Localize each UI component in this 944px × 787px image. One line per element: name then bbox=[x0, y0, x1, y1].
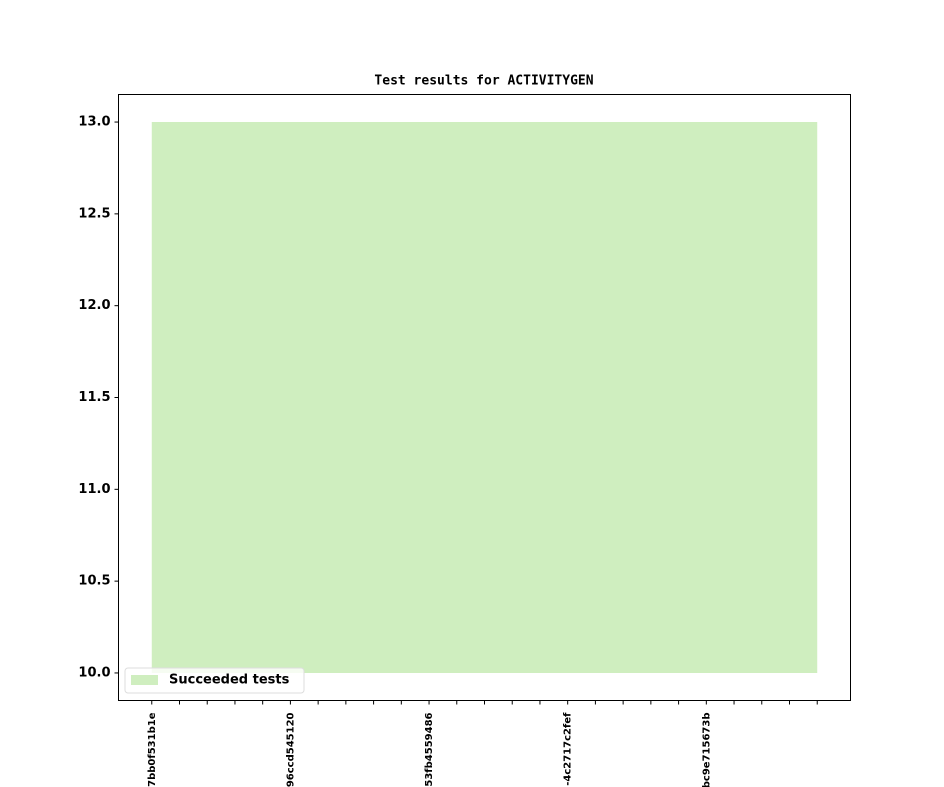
x-tick-label: -7bb0f531b1e bbox=[147, 712, 158, 787]
y-tick-label: 11.0 bbox=[78, 482, 110, 497]
y-tick-label: 11.5 bbox=[78, 390, 110, 405]
y-tick-label: 12.0 bbox=[78, 298, 110, 313]
chart-title: Test results for ACTIVITYGEN bbox=[374, 74, 593, 89]
x-tick-label: -96ccd545120 bbox=[285, 712, 296, 787]
x-tick-label: bc9e715673b bbox=[701, 713, 712, 787]
legend-swatch bbox=[131, 675, 158, 685]
area bbox=[151, 122, 818, 673]
legend: Succeeded tests bbox=[124, 667, 305, 694]
legend-frame bbox=[124, 667, 305, 694]
y-tick-label: 12.5 bbox=[78, 206, 110, 221]
y-tick-label: 13.0 bbox=[78, 115, 110, 130]
x-tick-label: -4c2717c2fef bbox=[563, 712, 574, 786]
y-tick-label: 10.0 bbox=[78, 665, 110, 680]
x-tick-label: 53fb4559486 bbox=[424, 712, 435, 786]
y-tick-label: 10.5 bbox=[78, 574, 110, 589]
legend-label: Succeeded tests bbox=[169, 673, 290, 688]
